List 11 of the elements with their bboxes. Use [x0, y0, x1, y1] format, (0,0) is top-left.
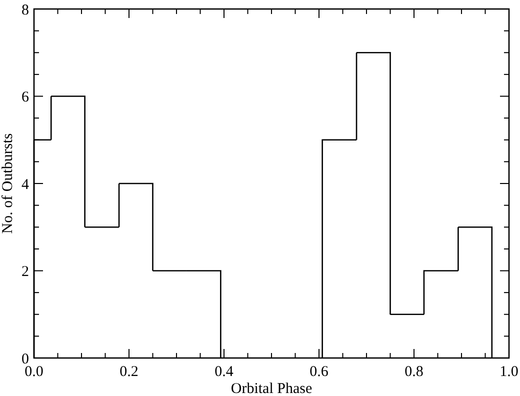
x-tick-label: 0.8 [404, 364, 424, 380]
y-axis-title: No. of Outbursts [0, 133, 16, 234]
y-tick-label: 2 [22, 264, 29, 280]
y-tick-label: 8 [22, 2, 29, 18]
x-tick-label: 1.0 [500, 364, 518, 380]
x-tick-label: 0.6 [310, 364, 329, 380]
x-axis-title: Orbital Phase [230, 381, 312, 396]
y-tick-label: 6 [22, 90, 30, 106]
x-tick-label: 0.4 [214, 364, 234, 380]
x-tick-label: 0.2 [120, 364, 138, 380]
y-tick-label: 4 [22, 176, 30, 193]
